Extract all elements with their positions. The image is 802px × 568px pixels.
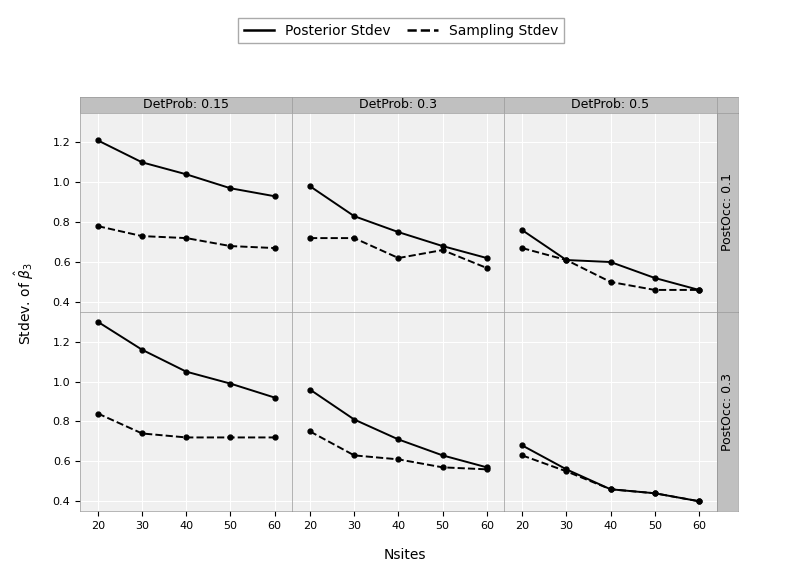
Text: PostOcc: 0.1: PostOcc: 0.1	[721, 173, 734, 251]
Text: DetProb: 0.15: DetProb: 0.15	[144, 98, 229, 111]
Text: PostOcc: 0.3: PostOcc: 0.3	[721, 373, 734, 450]
Text: DetProb: 0.5: DetProb: 0.5	[572, 98, 650, 111]
Text: DetProb: 0.3: DetProb: 0.3	[359, 98, 437, 111]
Text: Nsites: Nsites	[384, 548, 426, 562]
Legend: Posterior Stdev, Sampling Stdev: Posterior Stdev, Sampling Stdev	[238, 18, 564, 43]
Text: Stdev. of $\hat{\beta}_3$: Stdev. of $\hat{\beta}_3$	[13, 262, 35, 345]
